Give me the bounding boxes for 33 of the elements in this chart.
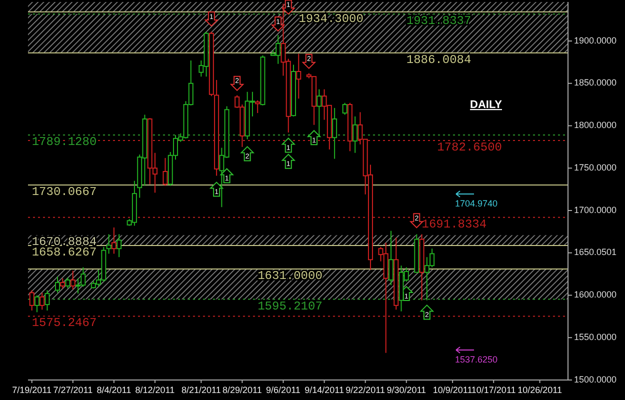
annotation: 1782.6500: [437, 140, 502, 154]
x-tick-label: 10/9/2011: [432, 385, 472, 395]
annotation: 1691.8334: [422, 217, 487, 232]
x-tick-label: 9/22/2011: [346, 385, 386, 395]
annotation: 1886.0084: [406, 52, 472, 67]
annotation: 1704.9740: [455, 198, 498, 208]
y-tick-label: 1700.0000: [574, 204, 617, 215]
y-tick-label: 1750.0000: [574, 162, 617, 172]
y-tick-label: 1900.0000: [574, 35, 617, 46]
x-tick-label: 9/30/2011: [386, 385, 426, 395]
x-tick-label: 9/6/2011: [266, 385, 300, 395]
y-tick-label: 1500.0000: [574, 374, 617, 384]
x-tick-label: 10/26/2011: [518, 385, 562, 395]
annotation: 1595.2107: [258, 299, 322, 314]
annotation: DAILY: [470, 99, 503, 111]
y-tick-label: 1600.0000: [574, 290, 617, 300]
x-tick-label: 8/12/2011: [135, 385, 175, 395]
x-tick-label: 8/29/2011: [222, 385, 262, 395]
x-tick-label: 8/4/2011: [96, 385, 132, 395]
x-tick-label: 10/17/2011: [471, 385, 516, 395]
annotation: 1658.6267: [32, 246, 97, 260]
annotation: 1537.6250: [455, 354, 498, 364]
y-tick-label: 1650.0501: [574, 247, 617, 258]
annotation: 1730.0667: [32, 185, 97, 200]
x-tick-label: 8/21/2011: [181, 385, 221, 395]
annotation: 1575.2467: [32, 316, 97, 330]
y-tick-label: 1850.0000: [574, 78, 617, 88]
x-tick-label: 7/19/2011: [12, 385, 52, 395]
y-tick-label: 1550.0000: [574, 332, 617, 342]
annotation: 1789.1280: [32, 134, 97, 149]
x-tick-label: 9/14/2011: [304, 385, 344, 395]
y-tick-label: 1800.0000: [574, 120, 617, 130]
x-tick-label: 7/27/2011: [53, 385, 93, 395]
